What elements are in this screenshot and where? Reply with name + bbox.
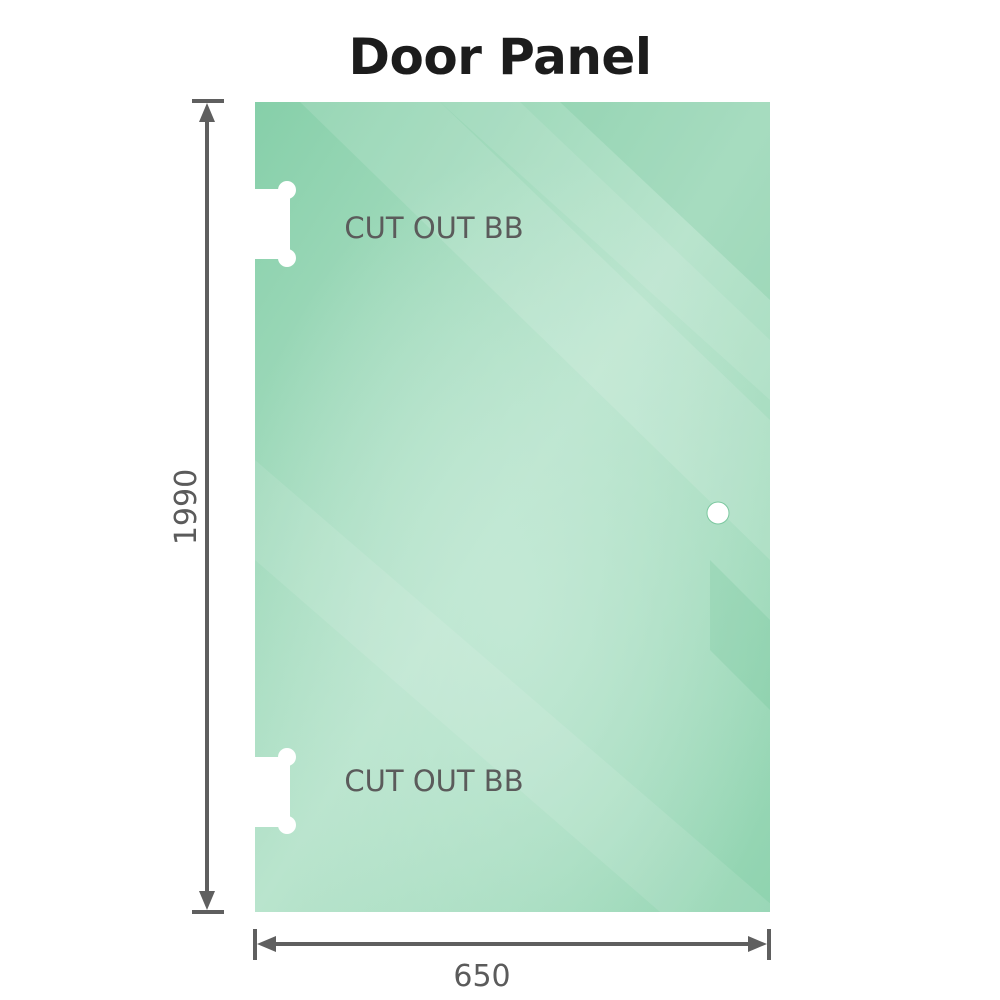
diagram-title: Door Panel	[348, 28, 652, 86]
height-dimension-label: 1990	[169, 469, 204, 545]
height-dimension-line	[192, 99, 224, 914]
cutout-bottom	[250, 748, 296, 834]
cutout-label-top: CUT OUT BB	[344, 211, 523, 245]
width-dimension-line	[253, 929, 771, 960]
cutout-label-bottom: CUT OUT BB	[344, 764, 523, 798]
cutout-top	[250, 181, 296, 267]
width-dimension-label: 650	[453, 959, 510, 994]
glass-panel	[255, 102, 770, 912]
handle-hole	[706, 501, 730, 525]
